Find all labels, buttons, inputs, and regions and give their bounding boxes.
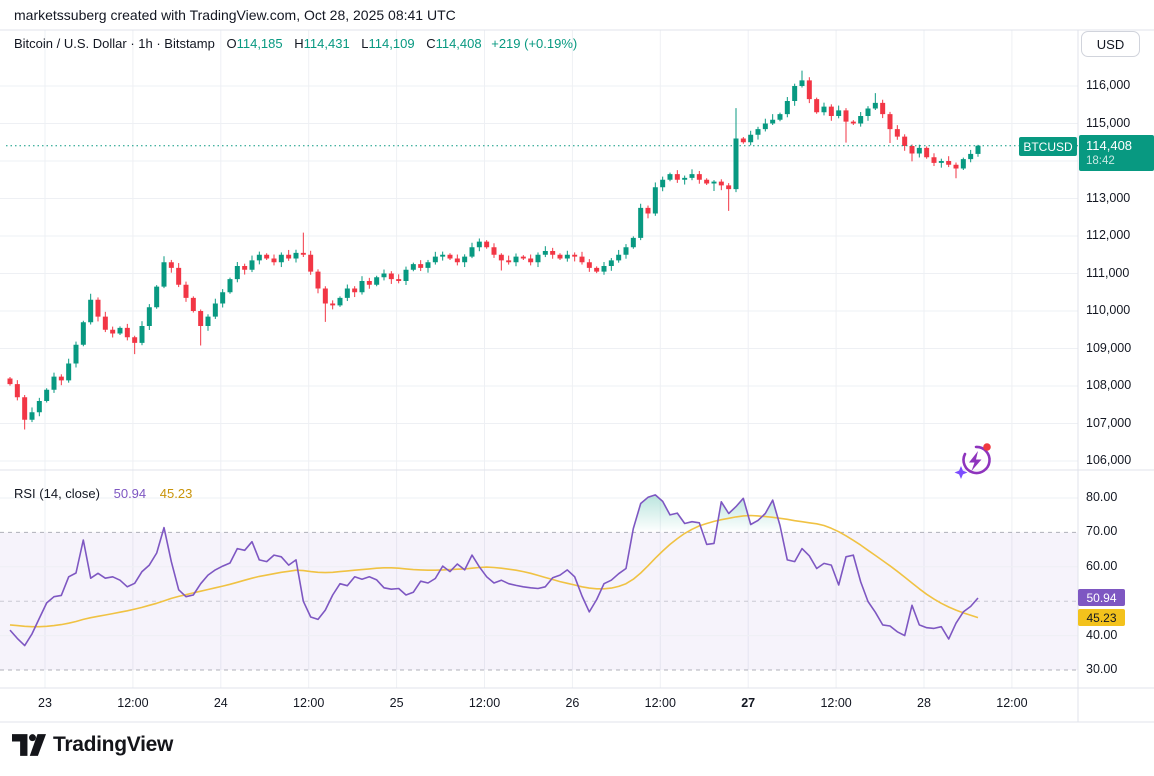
ohlc-high: H114,431 bbox=[294, 36, 350, 51]
time-tick: 12:00 bbox=[820, 696, 852, 710]
spark-icon bbox=[954, 443, 991, 479]
rsi-axis-badge: 50.94 bbox=[1078, 589, 1125, 606]
rsi-tick: 30.00 bbox=[1086, 662, 1118, 676]
tradingview-logo-text: TradingView bbox=[53, 733, 174, 756]
currency-usd-button[interactable]: USD bbox=[1081, 31, 1140, 57]
ohlc-close: C114,408 bbox=[426, 36, 482, 51]
tradingview-logo-icon bbox=[12, 734, 46, 756]
rsi-tick: 80.00 bbox=[1086, 490, 1118, 504]
price-tick: 107,000 bbox=[1086, 415, 1132, 430]
time-tick: 23 bbox=[38, 696, 52, 710]
time-tick: 12:00 bbox=[468, 696, 501, 710]
rsi-ma-axis-badge: 45.23 bbox=[1078, 609, 1125, 626]
attribution-text: marketssuberg created with TradingView.c… bbox=[14, 7, 456, 23]
price-tick: 109,000 bbox=[1086, 340, 1132, 355]
time-tick: 26 bbox=[565, 696, 580, 710]
rsi-tick: 60.00 bbox=[1086, 558, 1118, 573]
bar-countdown: 18:42 bbox=[1086, 154, 1115, 167]
current-price-label: 114,408 18:42 bbox=[1079, 135, 1154, 171]
rsi-title: RSI (14, close) bbox=[14, 486, 100, 501]
price-tick: 111,000 bbox=[1086, 265, 1130, 280]
symbol-title: Bitcoin / U.S. Dollar · 1h · Bitstamp bbox=[14, 36, 215, 51]
rsi-value: 50.94 bbox=[113, 486, 147, 501]
time-tick: 12:00 bbox=[117, 696, 149, 710]
footer-brand: TradingView bbox=[12, 732, 173, 758]
price-change: +219 (+0.19%) bbox=[491, 36, 578, 51]
current-price-value: 114,408 bbox=[1086, 137, 1133, 153]
price-tick: 110,000 bbox=[1086, 303, 1131, 317]
time-tick: 12:00 bbox=[293, 696, 325, 710]
price-tick: 112,000 bbox=[1086, 228, 1131, 242]
rsi-tick: 40.00 bbox=[1086, 627, 1118, 642]
ohlc-low: L114,109 bbox=[361, 36, 415, 51]
ohlc-open: O114,185 bbox=[226, 36, 283, 51]
time-tick: 27 bbox=[741, 696, 756, 710]
time-tick: 28 bbox=[917, 696, 931, 710]
rsi-ma-value: 45.23 bbox=[159, 486, 193, 501]
rsi-legend: RSI (14, close) 50.94 45.23 bbox=[14, 486, 192, 501]
symbol-legend: Bitcoin / U.S. Dollar · 1h · Bitstamp O1… bbox=[14, 36, 577, 51]
price-tick: 113,000 bbox=[1086, 190, 1131, 205]
symbol-price-tag: BTCUSD bbox=[1019, 137, 1077, 156]
price-tick: 106,000 bbox=[1086, 453, 1132, 467]
time-tick: 25 bbox=[389, 696, 404, 710]
time-tick: 12:00 bbox=[996, 696, 1028, 710]
price-tick: 116,000 bbox=[1086, 78, 1131, 92]
price-tick: 115,000 bbox=[1086, 115, 1131, 130]
rsi-tick: 70.00 bbox=[1086, 524, 1118, 539]
time-tick: 24 bbox=[213, 696, 228, 710]
time-tick: 12:00 bbox=[644, 696, 676, 710]
price-tick: 108,000 bbox=[1086, 378, 1132, 392]
